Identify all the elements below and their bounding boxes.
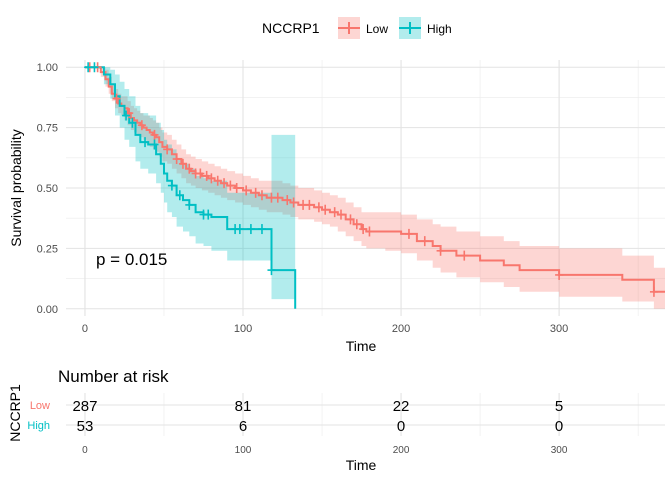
legend-item-low: Low — [338, 17, 388, 39]
censor-mark-low — [226, 180, 235, 191]
y-axis-ticks: 0.00 0.25 0.50 0.75 1.00 — [37, 62, 58, 316]
censor-mark-high — [204, 209, 213, 220]
censor-mark-low — [163, 144, 172, 155]
legend-title: NCCRP1 — [262, 20, 320, 36]
risk-x-tick-label: 200 — [393, 445, 410, 456]
censor-mark-low — [232, 183, 241, 193]
censor-mark-high — [235, 224, 244, 235]
risk-row-label-low: Low — [30, 400, 50, 412]
legend-item-high: High — [399, 17, 452, 39]
censor-mark-high — [122, 110, 131, 121]
censor-mark-high — [185, 199, 194, 210]
censor-mark-low — [321, 204, 330, 215]
risk-table-body: Low 287 81 22 5 High 53 6 0 0 — [27, 398, 563, 435]
censor-mark-low — [404, 228, 413, 239]
censor-mark-high — [128, 117, 137, 128]
risk-count-low: 22 — [393, 398, 410, 415]
risk-count-low: 81 — [235, 398, 252, 415]
censor-mark-low — [649, 286, 658, 297]
censor-mark-low — [330, 207, 339, 218]
risk-count-high: 6 — [239, 418, 247, 435]
censor-mark-high — [141, 137, 150, 148]
censor-mark-low — [436, 245, 445, 256]
y-tick-label: 1.00 — [37, 62, 58, 74]
risk-x-tick-label: 100 — [235, 445, 252, 456]
x-tick-label: 0 — [82, 323, 88, 335]
censor-mark-low — [257, 190, 266, 201]
y-tick-label: 0.25 — [37, 243, 58, 255]
risk-table-x-title: Time — [346, 457, 377, 473]
censor-mark-low — [346, 214, 355, 225]
x-tick-label: 300 — [550, 323, 568, 335]
censor-mark-low — [359, 224, 368, 235]
censor-mark-low — [137, 120, 146, 131]
censor-mark-low — [289, 197, 298, 208]
censor-mark-low — [196, 168, 205, 179]
risk-x-tick-label: 300 — [551, 445, 568, 456]
confidence-band-low — [85, 67, 665, 309]
censor-mark-low — [251, 187, 260, 198]
confidence-bands — [85, 67, 665, 309]
risk-count-high: 0 — [397, 418, 405, 435]
risk-table-x-ticks: 0 100 200 300 — [82, 445, 568, 456]
censor-mark-low — [555, 269, 564, 280]
censor-mark-low — [150, 129, 159, 140]
censor-mark-low — [220, 178, 229, 189]
y-tick-label: 0.50 — [37, 183, 58, 195]
risk-x-tick-label: 0 — [82, 445, 88, 456]
censor-mark-low — [460, 250, 469, 261]
censor-mark-low — [202, 170, 211, 181]
censor-mark-high — [246, 224, 255, 235]
censor-mark-low — [337, 209, 346, 220]
risk-count-low: 5 — [555, 398, 563, 415]
x-tick-label: 200 — [392, 323, 410, 335]
x-axis-ticks: 0 100 200 300 — [82, 323, 568, 335]
censor-mark-high — [167, 180, 176, 191]
censor-mark-low — [352, 219, 361, 230]
censor-mark-low — [283, 195, 292, 206]
risk-table-y-title: NCCRP1 — [7, 384, 23, 442]
x-axis-title: Time — [346, 338, 377, 354]
risk-row-label-high: High — [27, 420, 50, 432]
censor-mark-low — [365, 226, 374, 237]
legend: NCCRP1 Low High — [262, 17, 452, 39]
censor-mark-high — [257, 224, 266, 235]
p-value-annotation: p = 0.015 — [96, 250, 167, 269]
confidence-band-high — [85, 67, 296, 300]
censor-mark-low — [213, 175, 222, 186]
censor-mark-low — [242, 185, 251, 196]
x-tick-label: 100 — [234, 323, 252, 335]
risk-count-high: 0 — [555, 418, 563, 435]
censor-mark-low — [420, 236, 429, 247]
censor-mark-low — [305, 199, 314, 210]
censor-mark-low — [178, 158, 187, 169]
censor-mark-low — [207, 173, 216, 184]
legend-label-high: High — [427, 22, 452, 36]
risk-table-grid — [66, 393, 665, 436]
risk-count-high: 53 — [77, 418, 94, 435]
censor-mark-low — [172, 154, 181, 165]
risk-count-low: 287 — [72, 398, 97, 415]
censor-mark-high — [90, 62, 99, 73]
y-tick-label: 0.00 — [37, 304, 58, 316]
y-axis-title: Survival probability — [8, 129, 24, 247]
censor-mark-low — [112, 93, 121, 104]
risk-table-title: Number at risk — [58, 367, 169, 386]
censor-mark-high — [175, 190, 184, 201]
censor-marks — [84, 62, 658, 297]
y-tick-label: 0.75 — [37, 123, 58, 135]
censor-mark-high — [150, 139, 159, 150]
censor-mark-high — [267, 265, 276, 276]
censor-mark-low — [314, 202, 323, 213]
censor-mark-low — [273, 192, 282, 203]
censor-mark-low — [185, 163, 194, 174]
legend-label-low: Low — [366, 22, 388, 36]
